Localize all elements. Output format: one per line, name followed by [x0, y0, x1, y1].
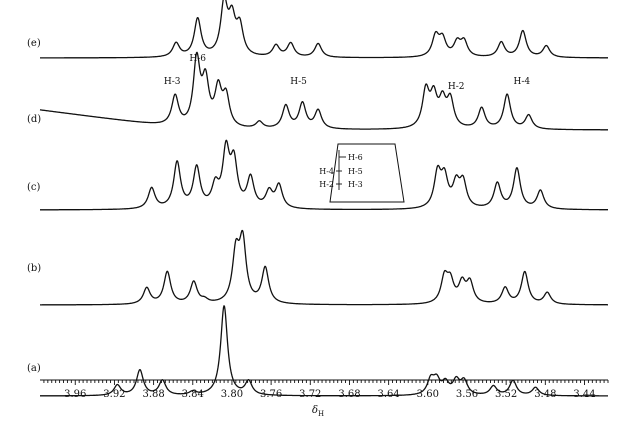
- series-label-a: (a): [27, 363, 41, 374]
- x-tick-label: 3.56: [456, 389, 478, 400]
- series-label-d: (d): [27, 114, 41, 125]
- spectrum-b: [39, 229, 609, 306]
- labels-layer: (a) (b) (c) (d) H-3 H-6 H-5 H-2 H-4 (e): [27, 38, 530, 374]
- inset-label-h-4: H-4: [319, 167, 334, 176]
- x-tick-label: 3.96: [64, 389, 86, 400]
- spectrum-e: [39, 0, 609, 59]
- series-label-c: (c): [27, 182, 41, 193]
- inset-label-h-5: H-5: [348, 167, 363, 176]
- inset-trapezoid: [329, 143, 405, 203]
- peak-label-h-3: H-3: [164, 77, 181, 87]
- series-label-e: (e): [27, 38, 41, 49]
- x-tick-label: 3.88: [142, 389, 164, 400]
- series-label-b: (b): [27, 263, 41, 274]
- peak-label-h-6: H-6: [189, 54, 206, 64]
- x-axis: 3.96 3.92 3.88 3.84 3.80 3.76 3.72 3.68 3.64 3.60…: [40, 379, 609, 418]
- spectrum-a: [39, 305, 609, 397]
- inset-label-h-3: H-3: [348, 180, 363, 189]
- spectrum-d: [39, 51, 609, 131]
- peak-label-h-2: H-2: [448, 82, 465, 92]
- x-tick-label: 3.60: [417, 389, 439, 400]
- x-tick-label: 3.64: [378, 389, 400, 400]
- spectrum-c: [39, 139, 609, 211]
- x-tick-label: 3.80: [221, 389, 243, 400]
- x-tick-label: 3.92: [103, 389, 125, 400]
- spectra-layer: [39, 0, 609, 397]
- x-tick-label: 3.76: [260, 389, 282, 400]
- x-tick-label: 3.52: [495, 389, 517, 400]
- x-axis-label: δH: [312, 405, 324, 418]
- peak-label-h-4: H-4: [514, 77, 531, 87]
- inset-label-h-6: H-6: [348, 153, 363, 162]
- x-tick-label: 3.68: [338, 389, 360, 400]
- inset-label-h-2: H-2: [319, 180, 334, 189]
- x-tick-label: 3.72: [299, 389, 321, 400]
- inset-diagram: H-6 H-4 H-5 H-2 H-3: [319, 143, 405, 203]
- x-tick-label: 3.84: [182, 389, 204, 400]
- x-tick-label: 3.44: [573, 389, 595, 400]
- peak-label-h-5: H-5: [290, 77, 307, 87]
- x-tick-label: 3.48: [534, 389, 556, 400]
